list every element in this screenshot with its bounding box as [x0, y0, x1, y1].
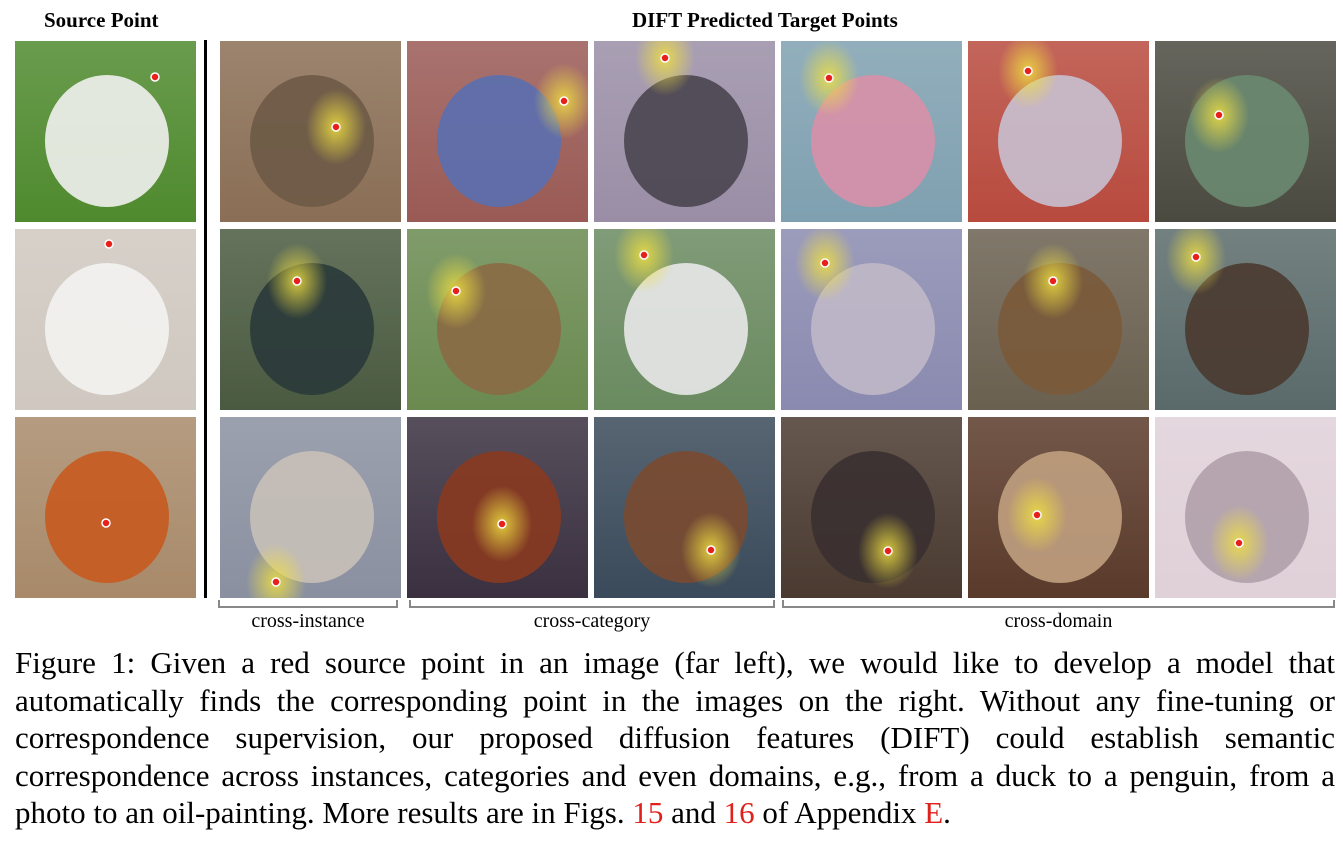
target-image-violin-on-sheet	[407, 417, 588, 598]
target-image-painted-bird-stack	[968, 41, 1149, 222]
image-subject	[45, 451, 169, 583]
group-label-cross-domain: cross-domain	[1004, 610, 1113, 632]
source-red-point	[150, 72, 160, 82]
predicted-red-point	[292, 276, 302, 286]
brace-cross-instance	[218, 600, 398, 608]
group-label-cross-category: cross-category	[533, 610, 651, 632]
target-image-duck-painting	[1155, 41, 1336, 222]
dift-target-title: DIFT Predicted Target Points	[632, 8, 898, 32]
source-image-polar-bear-cub	[15, 229, 196, 410]
predicted-red-point	[271, 577, 281, 587]
image-subject	[1185, 263, 1309, 395]
predicted-red-point	[883, 546, 893, 556]
figure-ref-16[interactable]: 16	[723, 795, 755, 830]
caption-period: .	[943, 795, 951, 830]
similarity-heat-glow	[635, 41, 695, 96]
target-image-lilac-bird	[407, 41, 588, 222]
image-subject	[624, 75, 748, 207]
predicted-red-point	[820, 258, 830, 268]
similarity-heat-glow	[614, 229, 674, 293]
caption-text: Figure 1: Given a red source point in an…	[15, 645, 1335, 830]
similarity-heat-glow	[1166, 229, 1226, 295]
predicted-red-point	[1234, 538, 1244, 548]
predicted-red-point	[660, 53, 670, 63]
brace-cross-category	[409, 600, 775, 608]
target-image-painted-cello-woman	[968, 417, 1149, 598]
predicted-red-point	[1023, 66, 1033, 76]
image-subject	[624, 263, 748, 395]
predicted-red-point	[331, 122, 341, 132]
target-image-painted-cellist	[781, 417, 962, 598]
target-image-painted-grizzly	[968, 229, 1149, 410]
predicted-red-point	[1214, 110, 1224, 120]
predicted-red-point	[1048, 276, 1058, 286]
group-label-cross-instance: cross-instance	[251, 610, 365, 632]
target-image-holstein-cow	[594, 229, 775, 410]
predicted-red-point	[639, 250, 649, 260]
target-image-electric-guitars	[220, 417, 401, 598]
caption-of-appendix: of Appendix	[754, 795, 925, 830]
predicted-red-point	[706, 545, 716, 555]
predicted-red-point	[1191, 252, 1201, 262]
predicted-red-point	[824, 73, 834, 83]
predicted-red-point	[451, 286, 461, 296]
source-point-title: Source Point	[44, 8, 159, 32]
source-red-point	[104, 239, 114, 249]
predicted-red-point	[559, 96, 569, 106]
brace-cross-domain	[782, 600, 1335, 608]
source-red-point	[101, 518, 111, 528]
target-image-painted-polar-bear	[781, 229, 962, 410]
figure-caption: Figure 1: Given a red source point in an…	[15, 644, 1335, 832]
target-image-penguin	[594, 41, 775, 222]
appendix-ref-e[interactable]: E	[924, 795, 944, 830]
target-image-black-bear	[220, 229, 401, 410]
target-image-dapper-bear	[1155, 229, 1336, 410]
similarity-heat-glow	[246, 544, 306, 598]
target-image-painted-duck-lotus	[781, 41, 962, 222]
target-image-highland-cow	[407, 229, 588, 410]
predicted-red-point	[1032, 510, 1042, 520]
image-subject	[437, 75, 561, 207]
caption-and: and	[663, 795, 724, 830]
target-image-guitar-sketch	[1155, 417, 1336, 598]
target-image-wild-duck	[220, 41, 401, 222]
predicted-red-point	[497, 519, 507, 529]
image-subject	[45, 75, 169, 207]
source-target-divider	[204, 40, 207, 598]
image-subject	[811, 263, 935, 395]
target-image-cello-player	[594, 417, 775, 598]
figure-ref-15[interactable]: 15	[632, 795, 664, 830]
source-image-acoustic-guitar	[15, 417, 196, 598]
image-subject	[45, 263, 169, 395]
source-image-duck	[15, 41, 196, 222]
